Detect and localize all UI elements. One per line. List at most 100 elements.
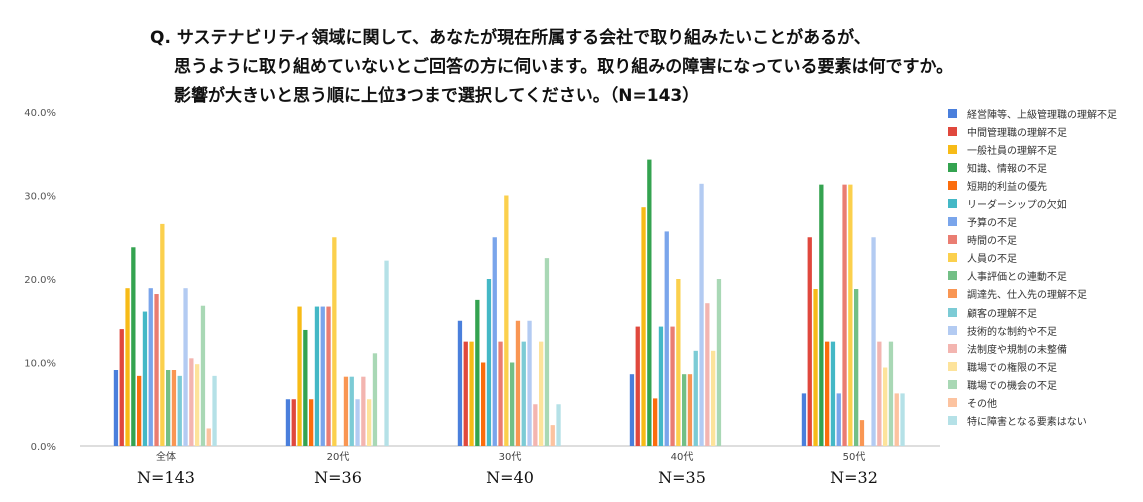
bar — [457, 320, 463, 446]
bar — [801, 393, 807, 446]
legend-item: 時間の不足 — [948, 231, 1138, 249]
bar — [504, 195, 509, 446]
legend-item: 職場での権限の不足 — [948, 357, 1138, 375]
legend-swatch — [948, 144, 957, 154]
legend-label: 顧客の理解不足 — [967, 308, 1037, 320]
bar — [836, 393, 841, 446]
legend-item: 中間管理職の理解不足 — [948, 122, 1138, 140]
bar — [682, 374, 687, 446]
sample-size-label: N=143 — [137, 468, 195, 487]
bar — [641, 207, 646, 446]
bar — [349, 376, 354, 446]
bar — [670, 326, 675, 446]
bar — [830, 341, 836, 447]
legend-item: 人員の不足 — [948, 249, 1138, 267]
bar — [521, 341, 526, 447]
bar — [200, 305, 206, 446]
bar — [527, 320, 532, 446]
bar — [384, 260, 389, 446]
sample-size-label: N=36 — [314, 468, 362, 487]
legend-label: 職場での機会の不足 — [967, 380, 1057, 392]
chart-title-line-2: 思うように取り組めていないとご回答の方に伺います。取り組みの障害になっている要素… — [174, 57, 954, 77]
bar — [533, 404, 538, 446]
bar — [635, 326, 640, 446]
legend-label: 人員の不足 — [967, 254, 1017, 266]
bar — [367, 399, 372, 446]
legend-swatch — [948, 416, 957, 426]
legend-label: その他 — [967, 399, 997, 411]
bar — [314, 306, 320, 446]
bar — [676, 279, 681, 446]
bar — [486, 279, 492, 446]
legend-swatch — [948, 307, 957, 317]
bar — [859, 420, 865, 446]
legend-swatch — [948, 289, 957, 299]
legend-item: 短期的利益の優先 — [948, 176, 1138, 194]
legend-swatch — [948, 271, 957, 281]
bar — [195, 364, 200, 446]
bar — [320, 306, 325, 446]
legend-label: 特に障害となる要素はない — [967, 417, 1087, 429]
legend-item: 経営陣等、上級管理職の理解不足 — [948, 104, 1138, 122]
bar — [177, 375, 182, 446]
x-tick-label: 40代 — [671, 451, 694, 463]
bar — [510, 362, 515, 446]
legend-label: リーダーシップの欠如 — [967, 200, 1067, 212]
legend-swatch — [948, 235, 957, 245]
bar — [481, 362, 486, 446]
legend-label: 短期的利益の優先 — [967, 181, 1047, 193]
legend-item: 技術的な制約や不足 — [948, 321, 1138, 339]
legend-item: 職場での機会の不足 — [948, 375, 1138, 393]
bar — [343, 376, 349, 446]
legend-swatch — [948, 361, 957, 371]
chart-legend: 経営陣等、上級管理職の理解不足 中間管理職の理解不足 一般社員の理解不足知識、情報の… — [948, 104, 1138, 430]
legend-label: 職場での権限の不足 — [967, 362, 1057, 374]
bar — [303, 329, 308, 446]
bar — [142, 311, 148, 446]
legend-swatch — [948, 398, 957, 408]
bar — [653, 398, 658, 446]
legend-item: 人事評価との連動不足 — [948, 267, 1138, 285]
legend-item: 調達先、仕入先の理解不足 — [948, 285, 1138, 303]
sample-size-label: N=35 — [658, 468, 706, 487]
chart-title-line-1: Q. サステナビリティ領域に関して、あなたが現在所属する会社で取り組みたいことが… — [150, 28, 871, 48]
legend-swatch — [948, 379, 957, 389]
bar — [848, 184, 853, 446]
chart-title-line-3: 影響が大きいと思う順に上位3つまで選択してください。（N=143） — [174, 86, 700, 106]
bar — [664, 231, 669, 446]
bar — [871, 237, 876, 446]
bar — [148, 288, 153, 446]
bar — [705, 303, 710, 446]
bar — [332, 237, 337, 446]
bar — [469, 341, 474, 447]
legend-item: 顧客の理解不足 — [948, 303, 1138, 321]
bar — [113, 370, 119, 446]
legend-swatch — [948, 217, 957, 227]
bar — [166, 370, 171, 446]
y-tick-label: 20.0% — [24, 275, 56, 286]
x-tick-label: 20代 — [327, 451, 350, 463]
legend-label: 技術的な制約や不足 — [967, 326, 1057, 338]
bar — [687, 374, 693, 446]
y-tick-label: 40.0% — [24, 108, 56, 119]
legend-swatch — [948, 199, 957, 209]
legend-swatch — [948, 126, 957, 136]
legend-label: 経営陣等、上級管理職の理解不足 — [967, 109, 1117, 121]
bar — [206, 428, 211, 446]
bar — [825, 341, 830, 447]
bar — [647, 159, 652, 446]
legend-item: 一般社員の理解不足 — [948, 140, 1138, 158]
bar — [154, 294, 159, 446]
legend-label: 予算の不足 — [967, 218, 1017, 230]
bar — [285, 399, 291, 446]
y-tick-label: 30.0% — [24, 192, 56, 203]
bar-chart: 0.0% 10.0% 20.0% 30.0% 40.0% 全体 20代 30代 40代 50代 — [24, 108, 940, 463]
legend-swatch — [948, 253, 957, 263]
sample-size-labels: N=143 N=36 N=40 N=35 N=32 — [0, 468, 940, 492]
legend-label: 知識、情報の不足 — [967, 163, 1047, 175]
legend-item: リーダーシップの欠如 — [948, 194, 1138, 212]
bar — [894, 393, 899, 446]
bar — [131, 247, 136, 446]
bar — [463, 341, 468, 447]
bar — [291, 399, 296, 446]
